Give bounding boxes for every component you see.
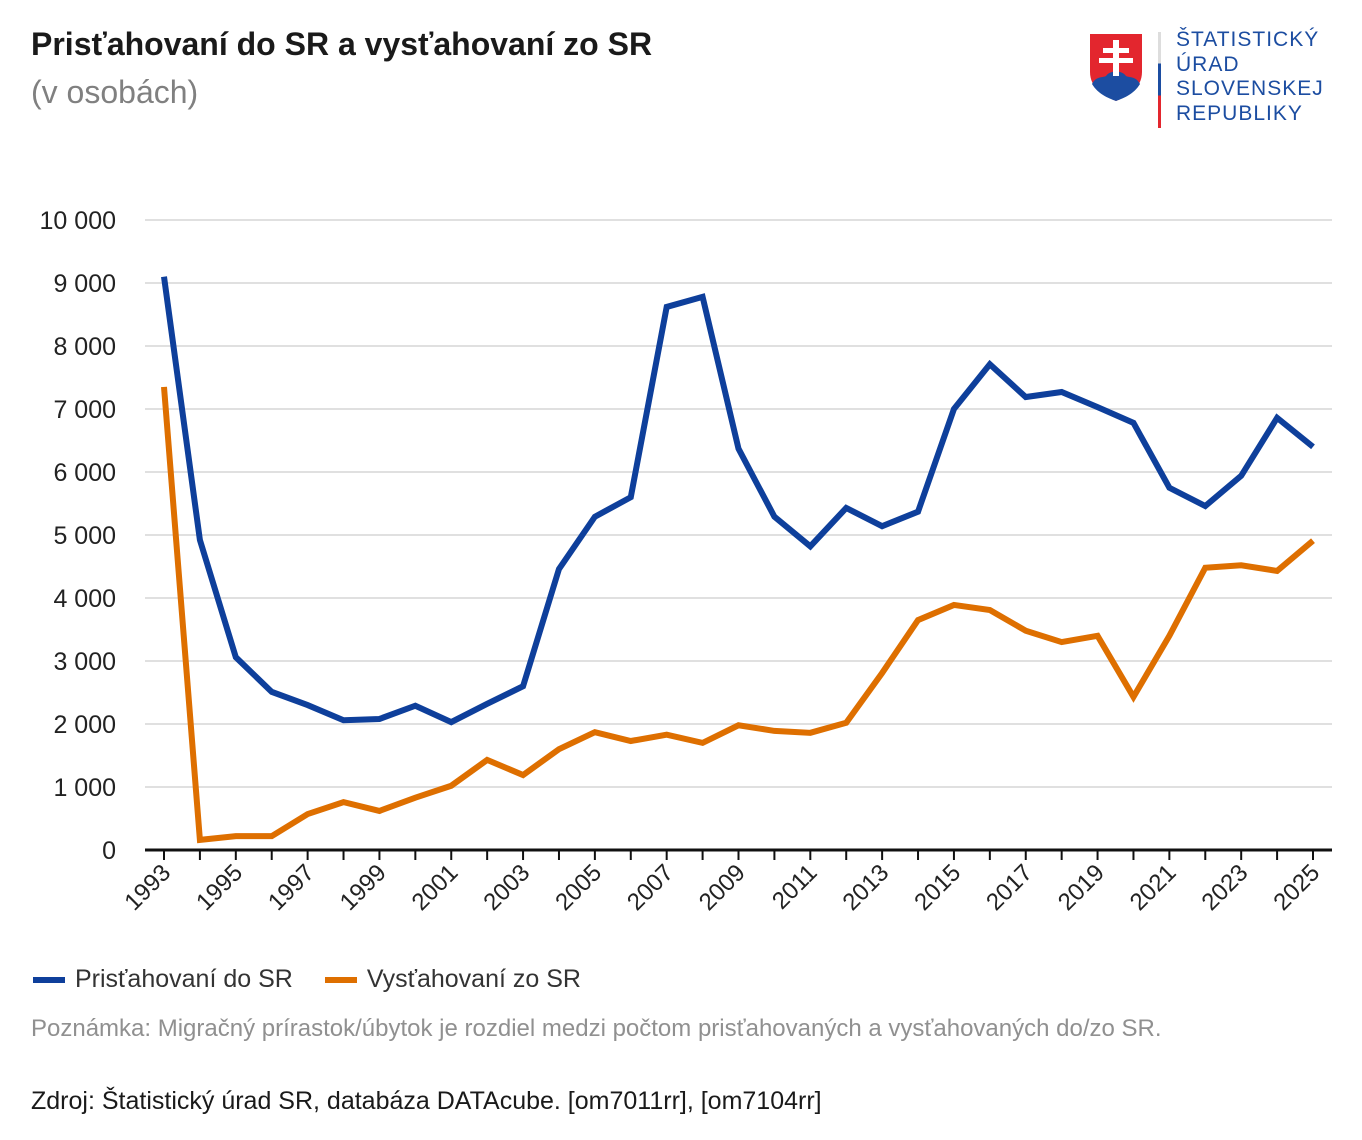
x-tick-label: 1993	[119, 859, 176, 916]
slovak-coat-of-arms-icon	[1090, 34, 1142, 101]
line-chart: 0 1 000 2 000 3 000 4 000 5 000 6 000 7 000 8 00…	[40, 207, 1332, 916]
legend-swatch	[324, 976, 357, 983]
series-line-emigrants	[161, 386, 1315, 844]
logo-line: ÚRAD	[1176, 52, 1240, 76]
x-tick-label: 2019	[1053, 859, 1110, 916]
x-tick-label: 2015	[909, 859, 966, 916]
x-tick-label: 2023	[1197, 859, 1254, 916]
x-tick-label: 2013	[838, 859, 895, 916]
x-tick-label: 2011	[767, 859, 823, 915]
x-tick-label: 2021	[1125, 859, 1182, 916]
y-tick-label: 6 000	[53, 459, 116, 487]
chart-note: Poznámka: Migračný prírastok/úbytok je r…	[31, 1015, 1162, 1042]
legend: Prisťahovaní do SR Vysťahovaní zo SR	[33, 965, 581, 994]
statistical-office-logo: ŠTATISTICKÝ ÚRAD SLOVENSKEJ REPUBLIKY	[1088, 28, 1338, 130]
y-tick-label: 0	[102, 837, 116, 865]
logo-text: ŠTATISTICKÝ ÚRAD SLOVENSKEJ REPUBLIKY	[1176, 28, 1324, 126]
y-tick-label: 4 000	[53, 585, 116, 613]
x-tick-label: 2001	[407, 859, 464, 916]
logo-line: ŠTATISTICKÝ	[1176, 28, 1320, 51]
chart-title: Prisťahovaní do SR a vysťahovaní zo SR	[31, 26, 653, 62]
y-tick-label: 9 000	[53, 270, 116, 298]
y-tick-label: 5 000	[53, 522, 116, 550]
x-tick-label: 2005	[550, 859, 607, 916]
y-tick-label: 3 000	[53, 648, 116, 676]
chart-source: Zdroj: Štatistický úrad SR, databáza DAT…	[31, 1087, 822, 1115]
logo-line: REPUBLIKY	[1176, 101, 1303, 125]
y-tick-label: 7 000	[53, 396, 116, 424]
y-tick-label: 10 000	[40, 207, 116, 235]
x-tick-label: 1995	[191, 859, 248, 916]
legend-swatch	[33, 976, 65, 983]
x-tick-label: 2009	[694, 859, 751, 916]
x-tick-label: 1999	[335, 859, 392, 916]
x-tick-label: 2007	[622, 859, 679, 916]
x-tick-label: 1997	[263, 859, 320, 916]
chart-subtitle: (v osobách)	[31, 74, 199, 110]
legend-item-emigrants[interactable]: Vysťahovaní zo SR	[324, 965, 581, 994]
legend-label: Vysťahovaní zo SR	[366, 965, 581, 993]
legend-item-immigrants[interactable]: Prisťahovaní do SR	[33, 965, 293, 994]
y-tick-label: 8 000	[53, 333, 116, 361]
series-line-immigrants	[161, 276, 1315, 726]
logo-line: SLOVENSKEJ	[1176, 77, 1324, 100]
legend-label: Prisťahovaní do SR	[75, 965, 293, 993]
logo-divider	[1158, 32, 1161, 128]
y-tick-label: 2 000	[53, 711, 116, 739]
y-tick-label: 1 000	[53, 774, 116, 802]
x-tick-label: 2025	[1268, 859, 1325, 916]
x-tick-label: 2017	[981, 859, 1038, 916]
x-tick-label: 2003	[478, 859, 535, 916]
